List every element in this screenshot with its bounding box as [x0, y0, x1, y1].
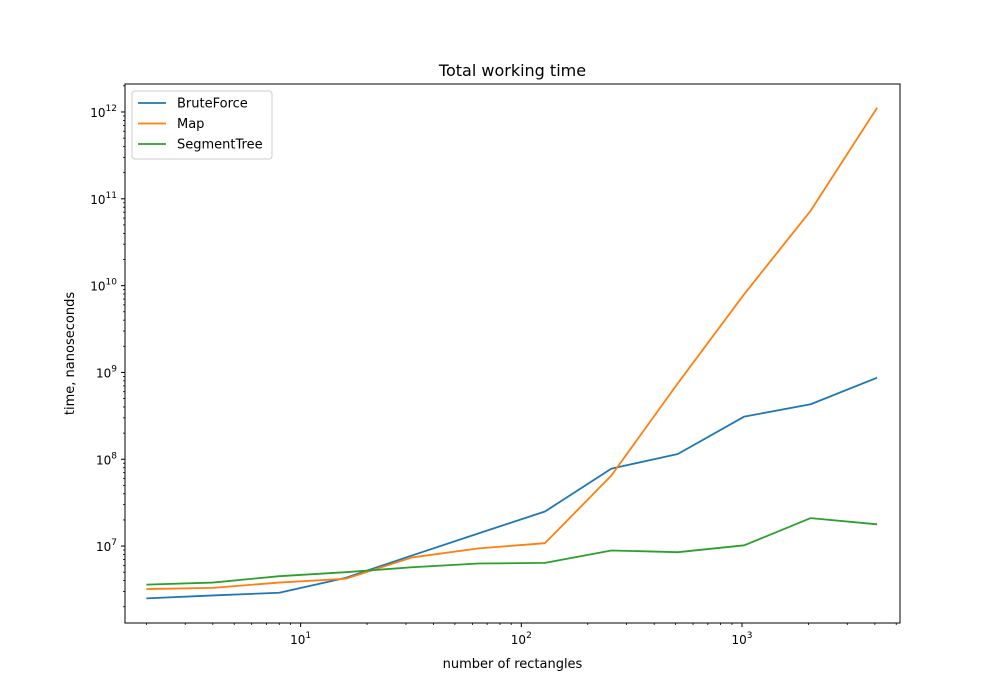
y-tick-label: 1012 [90, 104, 117, 120]
y-tick-label: 108 [96, 451, 117, 467]
x-tick-label-exponent: 1 [305, 631, 311, 641]
y-tick-label-base: 10 [96, 366, 111, 380]
y-tick-label-exponent: 12 [106, 104, 117, 114]
y-tick-label: 1010 [90, 278, 117, 294]
y-tick-label-base: 10 [96, 540, 111, 554]
x-tick-label-base: 10 [290, 633, 305, 647]
legend-label-bruteforce: BruteForce [177, 97, 248, 112]
y-tick-label: 1011 [90, 191, 117, 207]
y-tick-label: 107 [96, 538, 117, 554]
legend-frame [131, 90, 273, 160]
series-line-map [146, 107, 878, 590]
legend: BruteForce Map SegmentTree [131, 90, 273, 160]
y-tick-label-base: 10 [90, 193, 105, 207]
x-tick-label-exponent: 3 [747, 631, 753, 641]
legend-label-segmenttree: SegmentTree [177, 138, 263, 153]
series-line-segmenttree [146, 517, 878, 586]
series-line-bruteforce [146, 376, 878, 600]
y-tick-label-exponent: 11 [106, 191, 117, 201]
x-tick-label: 103 [731, 631, 752, 647]
y-tick-label-base: 10 [90, 280, 105, 294]
y-tick-label-base: 10 [90, 106, 105, 120]
y-tick-label-base: 10 [96, 453, 111, 467]
y-tick-label-exponent: 10 [106, 278, 118, 288]
y-tick-label: 109 [96, 364, 117, 380]
x-tick-label: 101 [290, 631, 311, 647]
y-axis-label: time, nanoseconds [63, 292, 78, 415]
y-tick-label-exponent: 7 [111, 538, 117, 548]
axes-frame [124, 83, 901, 624]
x-tick-label-base: 10 [511, 633, 526, 647]
x-tick-label: 102 [511, 631, 532, 647]
x-tick-label-base: 10 [731, 633, 746, 647]
y-tick-label-exponent: 9 [111, 364, 117, 374]
y-tick-label-exponent: 8 [111, 451, 117, 461]
x-tick-label-exponent: 2 [526, 631, 532, 641]
legend-label-map: Map [177, 117, 204, 132]
chart-title: Total working time [438, 61, 586, 80]
x-axis-label: number of rectangles [443, 657, 583, 672]
